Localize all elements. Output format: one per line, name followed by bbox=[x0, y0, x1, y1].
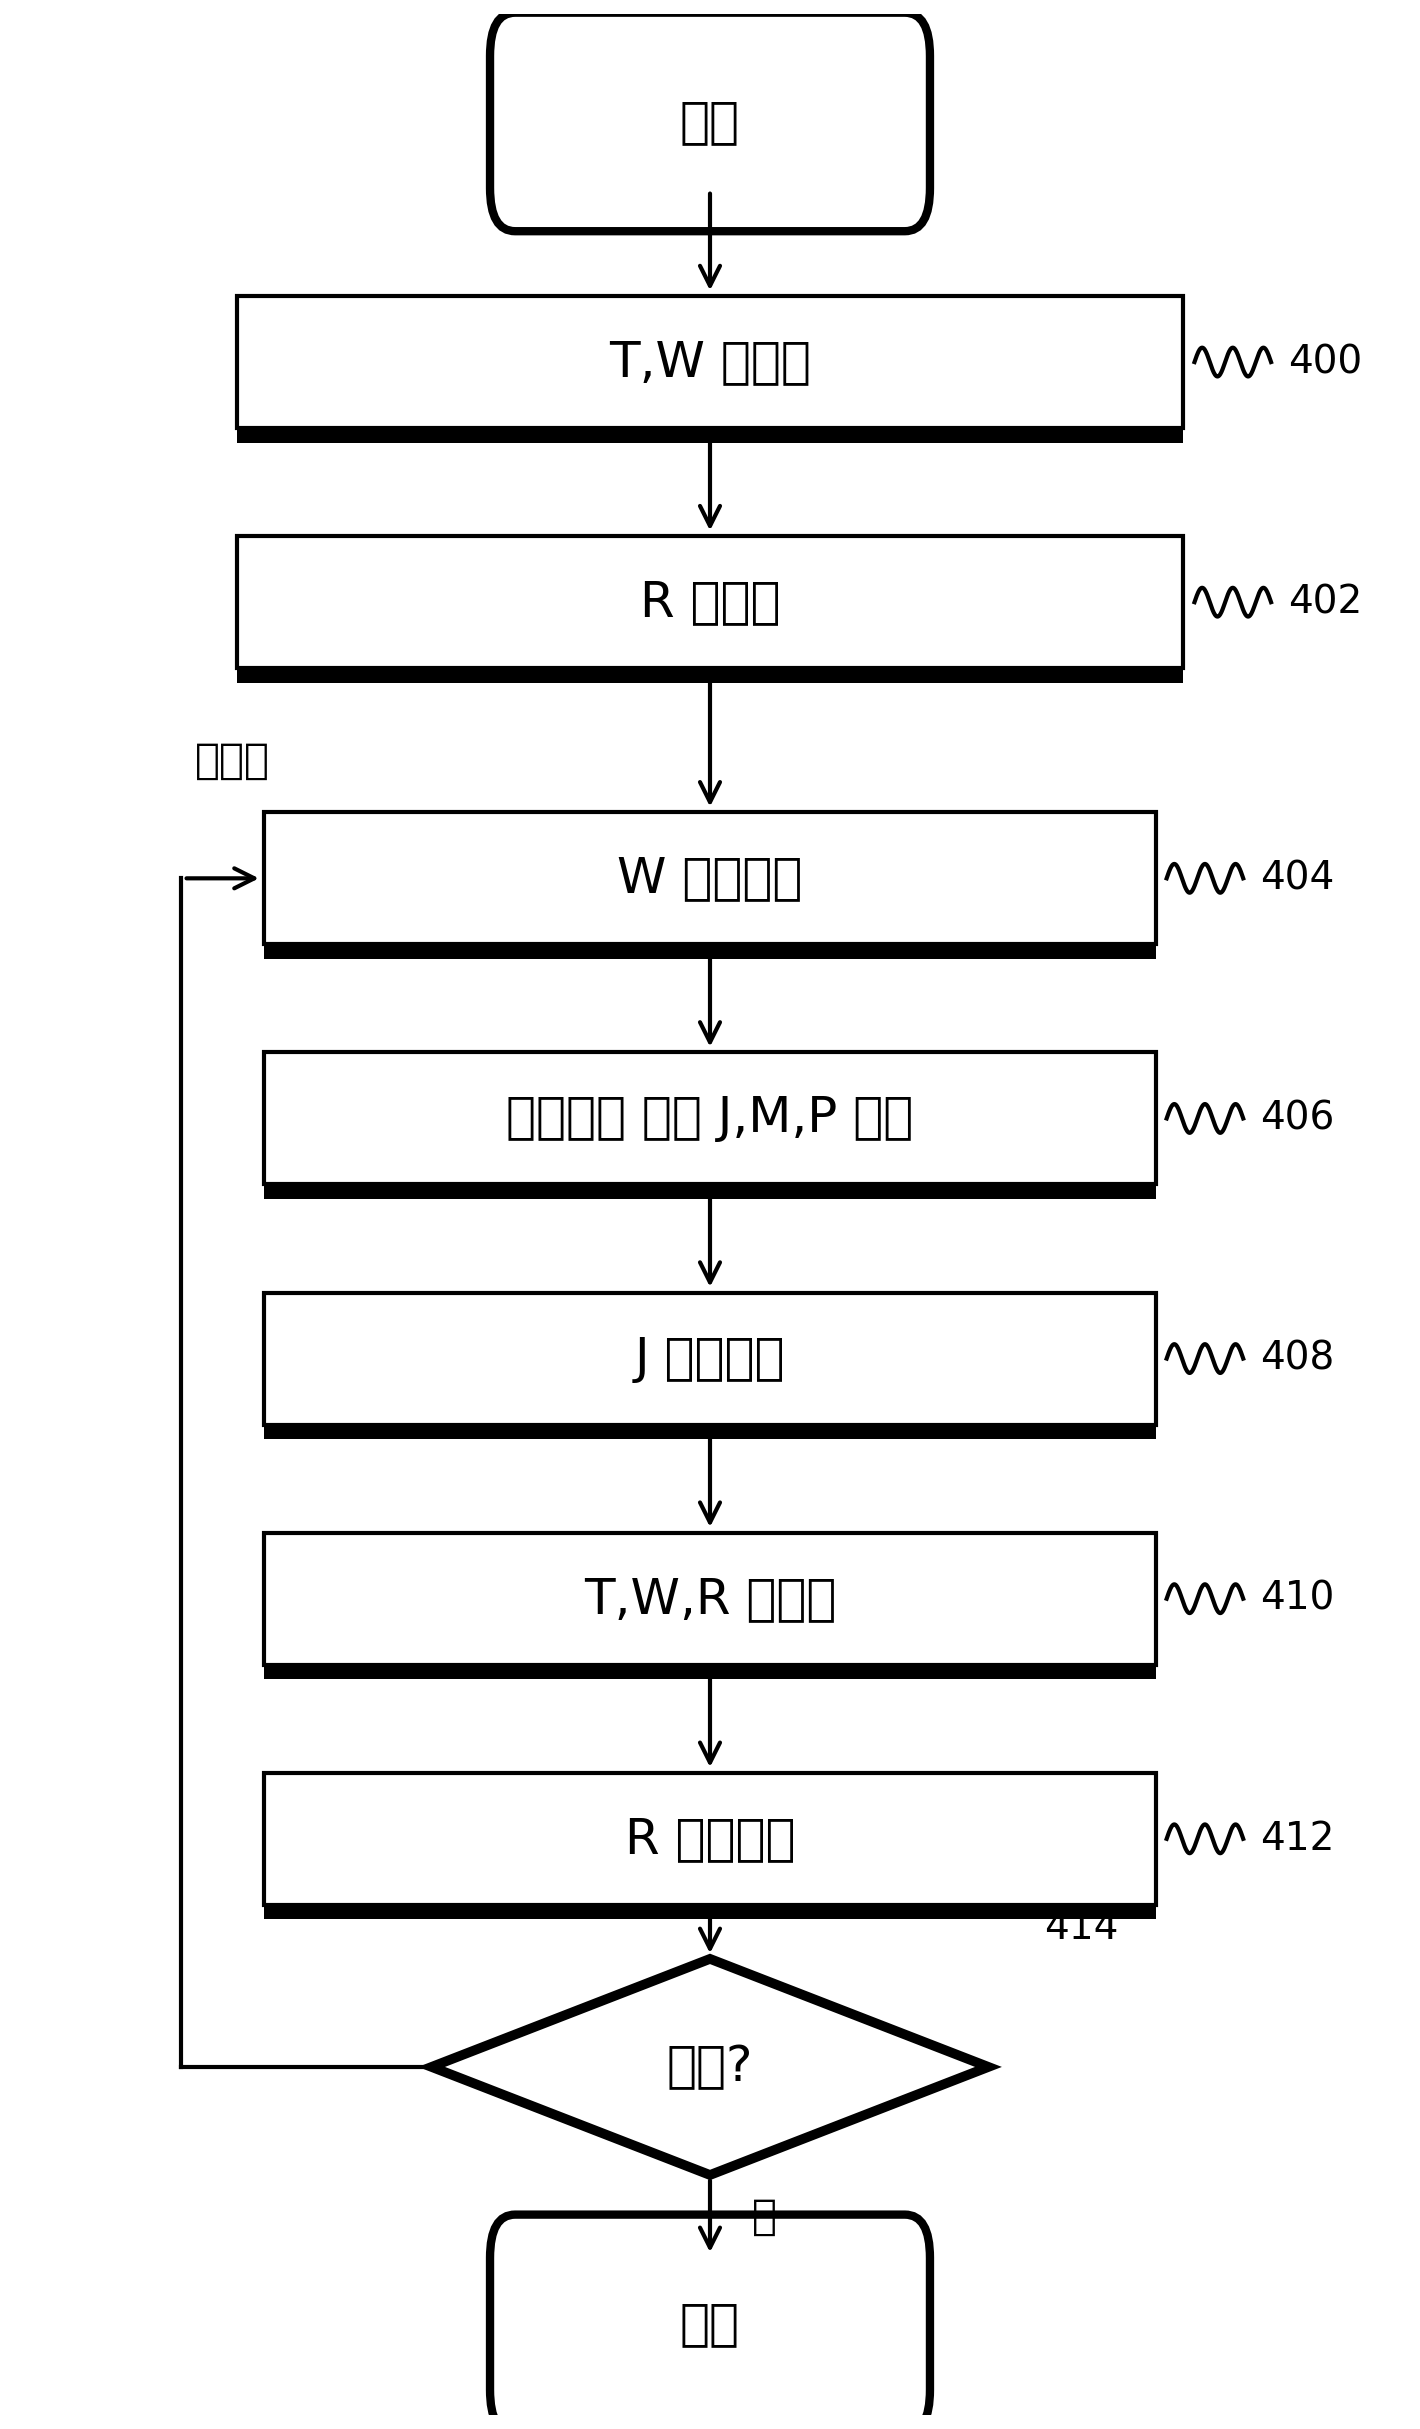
Bar bbox=[264, 1773, 1156, 1904]
Bar bbox=[264, 811, 1156, 945]
Bar bbox=[264, 1533, 1156, 1664]
Text: 수렴?: 수렴? bbox=[667, 2043, 753, 2091]
Text: R 초기화: R 초기화 bbox=[640, 578, 780, 627]
Text: W 업데이트: W 업데이트 bbox=[618, 855, 802, 901]
Text: 402: 402 bbox=[1288, 583, 1362, 622]
Text: 410: 410 bbox=[1260, 1579, 1335, 1618]
Bar bbox=[264, 1423, 1156, 1438]
Bar bbox=[237, 666, 1183, 683]
Text: J 업데이트: J 업데이트 bbox=[635, 1334, 785, 1382]
Bar bbox=[237, 537, 1183, 668]
Text: 408: 408 bbox=[1260, 1338, 1335, 1377]
Text: 종료: 종료 bbox=[680, 2300, 740, 2349]
Polygon shape bbox=[432, 1958, 988, 2174]
Bar bbox=[264, 1183, 1156, 1200]
Bar bbox=[264, 1292, 1156, 1423]
Bar bbox=[264, 1052, 1156, 1185]
Text: 412: 412 bbox=[1260, 1819, 1335, 1858]
Bar bbox=[264, 1902, 1156, 1919]
Text: 400: 400 bbox=[1288, 342, 1362, 381]
Text: 아니오: 아니오 bbox=[195, 741, 270, 782]
FancyBboxPatch shape bbox=[490, 2215, 930, 2429]
Bar bbox=[264, 1661, 1156, 1678]
FancyBboxPatch shape bbox=[490, 12, 930, 231]
Text: 404: 404 bbox=[1260, 860, 1335, 896]
Text: 406: 406 bbox=[1260, 1100, 1335, 1137]
Bar bbox=[264, 942, 1156, 959]
Text: 예: 예 bbox=[751, 2196, 777, 2237]
Bar bbox=[237, 425, 1183, 442]
Text: T,W 초기화: T,W 초기화 bbox=[609, 338, 811, 386]
Text: 414: 414 bbox=[1044, 1909, 1119, 1948]
Text: R 업데이트: R 업데이트 bbox=[625, 1814, 795, 1863]
Text: 쌍대성에 의해 J,M,P 설정: 쌍대성에 의해 J,M,P 설정 bbox=[507, 1095, 913, 1142]
Bar bbox=[237, 296, 1183, 428]
Text: 시작: 시작 bbox=[680, 97, 740, 146]
Text: T,W,R 재설정: T,W,R 재설정 bbox=[584, 1574, 836, 1623]
